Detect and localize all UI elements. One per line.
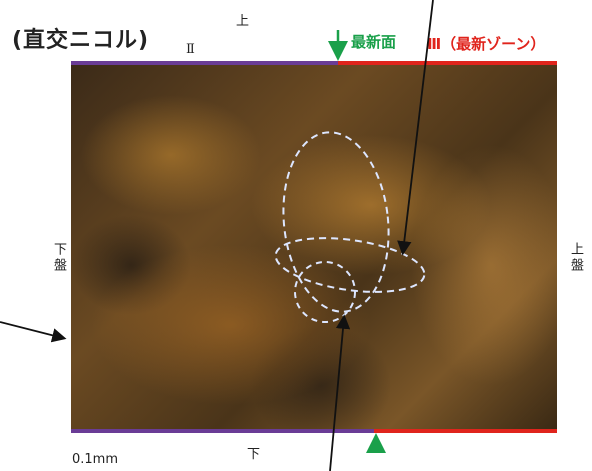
micrograph-image bbox=[71, 65, 557, 429]
top-orientation-label: 上 bbox=[236, 14, 250, 29]
footwall-label: 下盤 bbox=[51, 242, 66, 274]
upper-grain-ellipse bbox=[282, 131, 390, 313]
zone-ii-label: Ⅱ bbox=[186, 42, 195, 57]
newest-surface-label: 最新面 bbox=[351, 33, 397, 51]
figure-title: (直交ニコル) bbox=[12, 28, 150, 53]
bottom-grain-ellipse bbox=[294, 261, 356, 323]
lower-grain-ellipse bbox=[274, 237, 426, 293]
hangingwall-label: 上盤 bbox=[568, 242, 583, 274]
left-pointer-arrow bbox=[0, 321, 67, 343]
bottom-orientation-label: 下 bbox=[247, 447, 261, 462]
zone-iii-label: Ⅲ（最新ゾーン） bbox=[427, 35, 546, 53]
bottom-pointer-arrow bbox=[329, 314, 351, 471]
top-pointer-arrow bbox=[397, 0, 434, 256]
scale-bar-label: 0.1mm bbox=[72, 452, 119, 467]
